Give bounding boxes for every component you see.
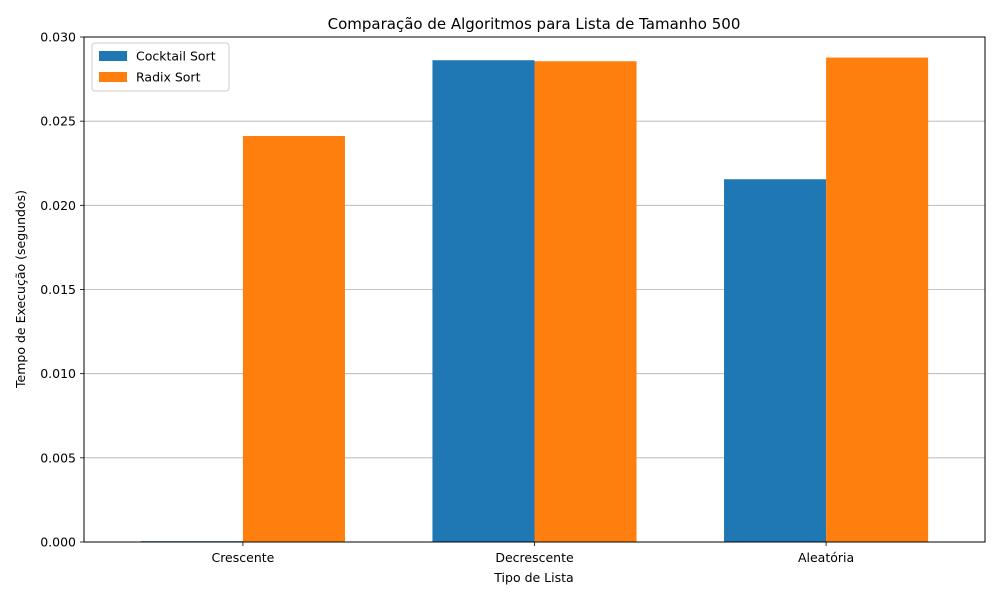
y-tick-label: 0.005 [40, 450, 76, 465]
bar-radix-sort [242, 135, 345, 543]
legend-label: Cocktail Sort [136, 49, 216, 64]
y-tick-label: 0.010 [40, 366, 76, 381]
x-axis-label: Tipo de Lista [493, 570, 573, 585]
y-axis-label: Tempo de Execução (segundos) [13, 190, 28, 389]
legend: Cocktail Sort Radix Sort [91, 42, 230, 92]
legend-swatch [99, 72, 127, 82]
bar-radix-sort [534, 61, 637, 543]
x-tick-label: Aleatória [798, 550, 854, 565]
y-tick-label: 0.020 [40, 198, 76, 213]
x-axis: Crescente Decrescente Aleatória [211, 542, 854, 565]
legend-swatch [99, 51, 127, 61]
bar-cocktail-sort [724, 179, 827, 542]
y-axis: 0.000 0.005 0.010 0.015 0.020 0.025 0.030 [40, 30, 84, 550]
bar-cocktail-sort [432, 60, 535, 542]
y-tick-label: 0.025 [40, 114, 76, 129]
bars [140, 57, 929, 543]
chart-title: Comparação de Algoritmos para Lista de T… [328, 15, 741, 33]
x-tick-label: Decrescente [495, 550, 574, 565]
y-tick-label: 0.030 [40, 30, 76, 45]
y-tick-label: 0.000 [40, 535, 76, 550]
bar-radix-sort [826, 57, 929, 542]
x-tick-label: Crescente [211, 550, 274, 565]
y-tick-label: 0.015 [40, 282, 76, 297]
legend-label: Radix Sort [136, 70, 201, 85]
